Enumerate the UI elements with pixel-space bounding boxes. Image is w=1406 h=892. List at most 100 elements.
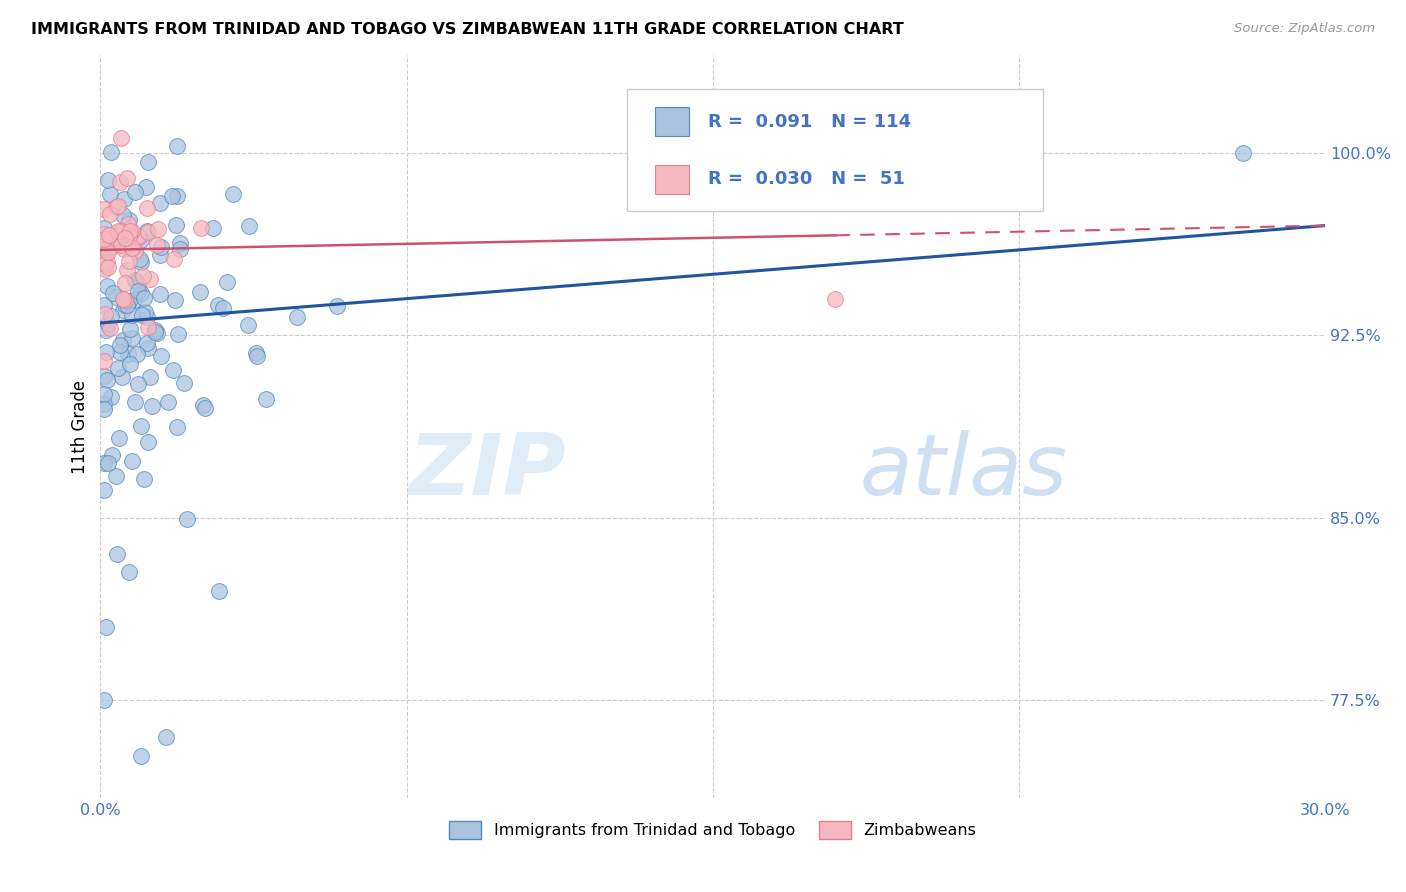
Point	[98, 187, 121, 202]
Point	[110, 224, 132, 238]
Point	[124, 273, 146, 287]
Point	[121, 224, 143, 238]
Point	[169, 242, 191, 256]
Point	[162, 363, 184, 377]
Point	[111, 370, 134, 384]
Point	[129, 749, 152, 764]
Text: R =  0.030   N =  51: R = 0.030 N = 51	[707, 170, 904, 188]
Point	[326, 299, 349, 313]
Point	[149, 287, 172, 301]
Point	[118, 293, 141, 308]
Point	[176, 512, 198, 526]
Point	[117, 565, 139, 579]
Point	[93, 387, 115, 401]
Point	[94, 323, 117, 337]
Point	[97, 317, 120, 331]
Point	[97, 173, 120, 187]
Point	[97, 457, 120, 471]
Point	[149, 248, 172, 262]
Point	[135, 201, 157, 215]
Point	[101, 286, 124, 301]
Point	[96, 620, 118, 634]
Point	[97, 242, 120, 256]
Point	[222, 186, 245, 201]
Point	[104, 290, 127, 304]
Point	[135, 336, 157, 351]
Point	[156, 394, 179, 409]
Point	[131, 269, 153, 284]
Point	[114, 231, 136, 245]
Point	[115, 263, 138, 277]
Y-axis label: 11th Grade: 11th Grade	[72, 379, 89, 474]
Point	[93, 297, 115, 311]
Point	[139, 272, 162, 286]
Point	[93, 397, 115, 411]
Point	[236, 318, 259, 332]
Point	[117, 213, 139, 227]
Point	[105, 547, 128, 561]
Point	[1232, 146, 1254, 161]
Point	[111, 209, 134, 223]
Point	[127, 377, 149, 392]
Point	[146, 237, 169, 252]
Point	[166, 419, 188, 434]
Point	[124, 394, 146, 409]
Point	[93, 221, 115, 235]
Point	[107, 199, 129, 213]
Point	[135, 180, 157, 194]
Point	[115, 171, 138, 186]
Point	[129, 285, 152, 300]
Point	[121, 308, 143, 322]
Point	[138, 370, 160, 384]
Point	[212, 301, 235, 315]
FancyBboxPatch shape	[655, 165, 689, 194]
Point	[100, 145, 122, 160]
Point	[94, 307, 117, 321]
Point	[145, 323, 167, 337]
Point	[285, 310, 308, 325]
Point	[238, 219, 260, 234]
Point	[97, 244, 120, 259]
Point	[94, 261, 117, 276]
Point	[132, 472, 155, 486]
Point	[190, 221, 212, 235]
Text: R =  0.091   N = 114: R = 0.091 N = 114	[707, 113, 911, 131]
Point	[166, 139, 188, 153]
Point	[118, 224, 141, 238]
Point	[108, 337, 131, 351]
Point	[128, 230, 150, 244]
Point	[93, 227, 115, 241]
Point	[217, 276, 239, 290]
Point	[245, 346, 267, 360]
Point	[127, 347, 149, 361]
FancyBboxPatch shape	[655, 107, 689, 136]
Point	[138, 155, 160, 169]
Point	[136, 310, 159, 324]
Point	[93, 402, 115, 417]
Point	[93, 202, 115, 216]
Point	[136, 434, 159, 449]
Point	[129, 254, 152, 268]
Point	[115, 298, 138, 312]
Point	[96, 345, 118, 359]
Point	[93, 239, 115, 253]
Point	[160, 189, 183, 203]
Point	[93, 483, 115, 497]
Point	[136, 320, 159, 334]
Point	[97, 260, 120, 274]
Legend: Immigrants from Trinidad and Tobago, Zimbabweans: Immigrants from Trinidad and Tobago, Zim…	[443, 814, 983, 846]
Point	[111, 303, 134, 318]
Point	[110, 130, 132, 145]
Point	[93, 368, 115, 383]
Point	[98, 207, 121, 221]
Point	[110, 238, 132, 252]
Point	[127, 228, 149, 243]
Point	[93, 693, 115, 707]
Point	[118, 322, 141, 336]
Point	[121, 241, 143, 255]
Point	[155, 730, 177, 744]
Point	[108, 345, 131, 359]
Point	[107, 224, 129, 238]
Point	[107, 361, 129, 376]
Point	[136, 225, 159, 239]
